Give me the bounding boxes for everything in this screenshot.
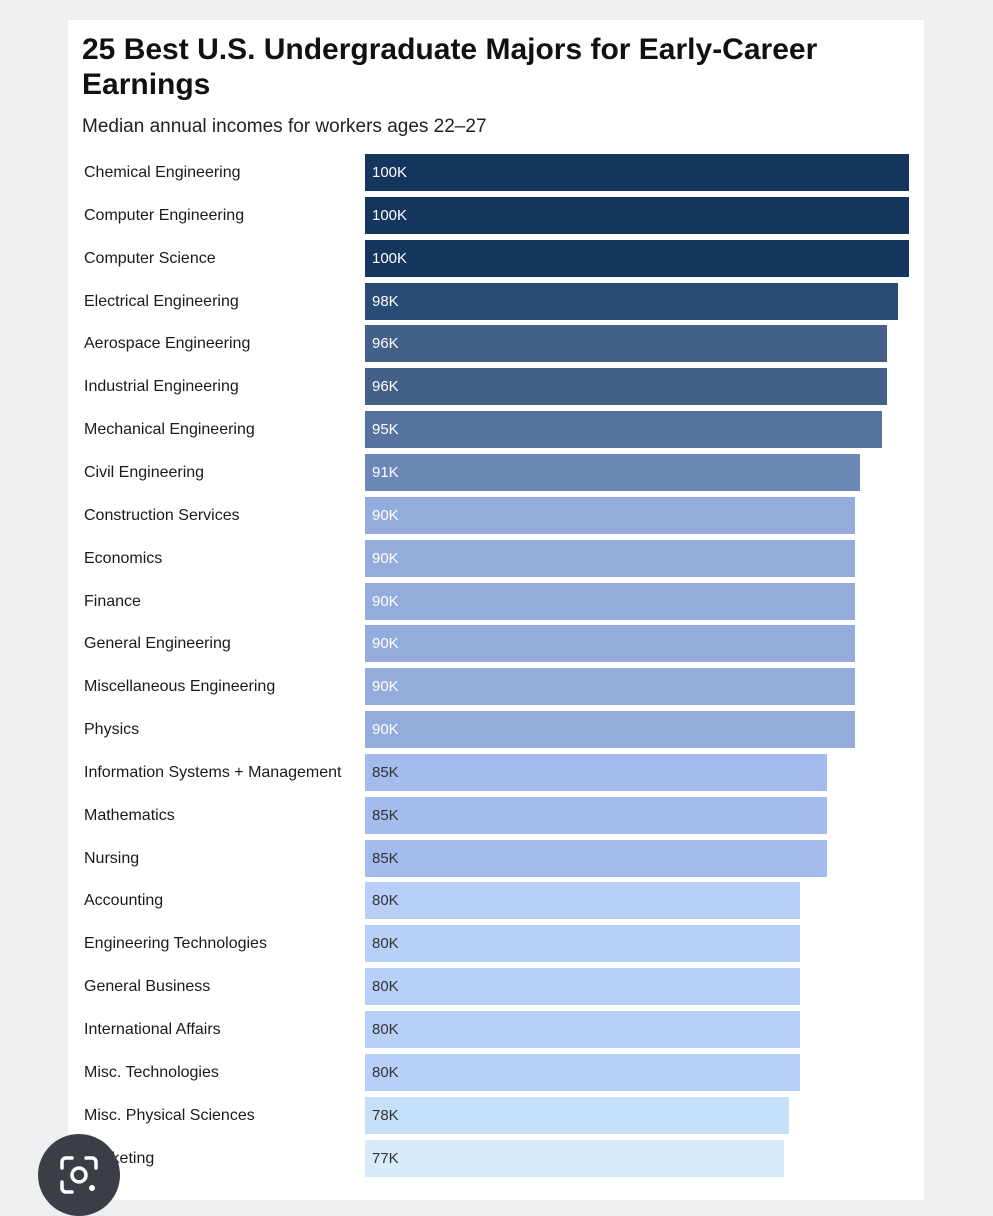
category-label: Misc. Physical Sciences	[84, 1106, 255, 1124]
category-label: Construction Services	[84, 506, 240, 524]
category-label: Chemical Engineering	[84, 164, 241, 181]
bar-value-label: 90K	[372, 635, 399, 653]
category-label: Industrial Engineering	[84, 378, 239, 396]
bar: 78K	[365, 1096, 790, 1134]
bar: 100K	[365, 239, 909, 277]
bar: 85K	[365, 796, 828, 834]
category-label: Economics	[84, 549, 163, 567]
category-label: General Engineering	[84, 635, 231, 653]
bar: 80K	[365, 882, 801, 920]
bar-value-label: 98K	[372, 292, 399, 310]
category-label: Miscellaneous Engineering	[84, 678, 276, 696]
bar: 96K	[365, 325, 888, 363]
category-label: Aerospace Engineering	[84, 335, 251, 353]
bar: 77K	[365, 1139, 784, 1177]
bar: 98K	[365, 282, 899, 320]
visual-search-lens-button[interactable]	[38, 1134, 120, 1216]
category-label: Information Systems + Management	[84, 763, 342, 781]
bar-value-label: 85K	[372, 763, 399, 781]
bar: 80K	[365, 1053, 801, 1091]
bar-value-label: 90K	[372, 678, 399, 696]
bar-value-label: 90K	[372, 592, 399, 610]
bar-value-label: 96K	[372, 335, 399, 353]
bar: 100K	[365, 154, 909, 191]
bar-value-label: 77K	[372, 1149, 399, 1167]
bar: 80K	[365, 1011, 801, 1048]
category-label: Mathematics	[84, 806, 175, 824]
bar-value-label: 80K	[372, 1063, 399, 1081]
bar: 90K	[365, 582, 855, 620]
bar-chart: Chemical Engineering 100K Computer Enginee…	[68, 20, 924, 1200]
bar: 85K	[365, 753, 828, 791]
category-label: Marketing	[84, 1149, 155, 1167]
bar-value-label: 85K	[372, 849, 399, 867]
category-label: International Affairs	[84, 1021, 221, 1038]
bar: 96K	[365, 368, 888, 406]
bar: 85K	[365, 839, 828, 877]
bar-value-label: 100K	[372, 164, 408, 181]
category-label: Nursing	[84, 849, 140, 867]
category-label: Misc. Technologies	[84, 1063, 219, 1081]
bar: 91K	[365, 453, 861, 491]
bar-value-label: 90K	[372, 549, 399, 567]
bar: 100K	[365, 196, 909, 234]
bar-value-label: 85K	[372, 806, 399, 824]
category-label: General Business	[84, 978, 211, 996]
bar-value-label: 78K	[372, 1106, 399, 1124]
chart-subtitle: Median annual incomes for workers ages 2…	[82, 116, 487, 137]
category-label: Civil Engineering	[84, 463, 205, 481]
bar-value-label: 91K	[372, 463, 399, 481]
bar-value-label: 90K	[372, 721, 399, 739]
bar-value-label: 90K	[372, 506, 399, 524]
category-label: Physics	[84, 721, 140, 739]
bar-value-label: 80K	[372, 978, 399, 996]
chart-card: 25 Best U.S. Undergraduate Majors for Ea…	[68, 20, 924, 1200]
bar-value-label: 80K	[372, 935, 399, 953]
bar: 90K	[365, 711, 855, 749]
bar: 90K	[365, 496, 855, 534]
bar-value-label: 80K	[372, 892, 399, 910]
chart-title: 25 Best U.S. Undergraduate Majors for Ea…	[82, 33, 818, 101]
category-label: Electrical Engineering	[84, 292, 239, 310]
bar-value-label: 100K	[372, 206, 408, 224]
category-label: Computer Engineering	[84, 206, 245, 224]
category-label: Engineering Technologies	[84, 935, 267, 953]
bar: 90K	[365, 625, 855, 663]
bar: 95K	[365, 411, 882, 449]
bar-value-label: 96K	[372, 378, 399, 396]
visual-search-lens-icon	[60, 1156, 98, 1194]
bar: 90K	[365, 539, 855, 577]
bar-value-label: 95K	[372, 421, 399, 439]
bar-value-label: 80K	[372, 1021, 399, 1038]
category-label: Accounting	[84, 892, 164, 910]
category-label: Computer Science	[84, 249, 216, 267]
category-label: Mechanical Engineering	[84, 421, 255, 439]
bar-value-label: 100K	[372, 249, 408, 267]
bar: 90K	[365, 668, 855, 706]
category-label: Finance	[84, 592, 141, 610]
bar: 80K	[365, 968, 801, 1006]
bar: 80K	[365, 925, 801, 963]
